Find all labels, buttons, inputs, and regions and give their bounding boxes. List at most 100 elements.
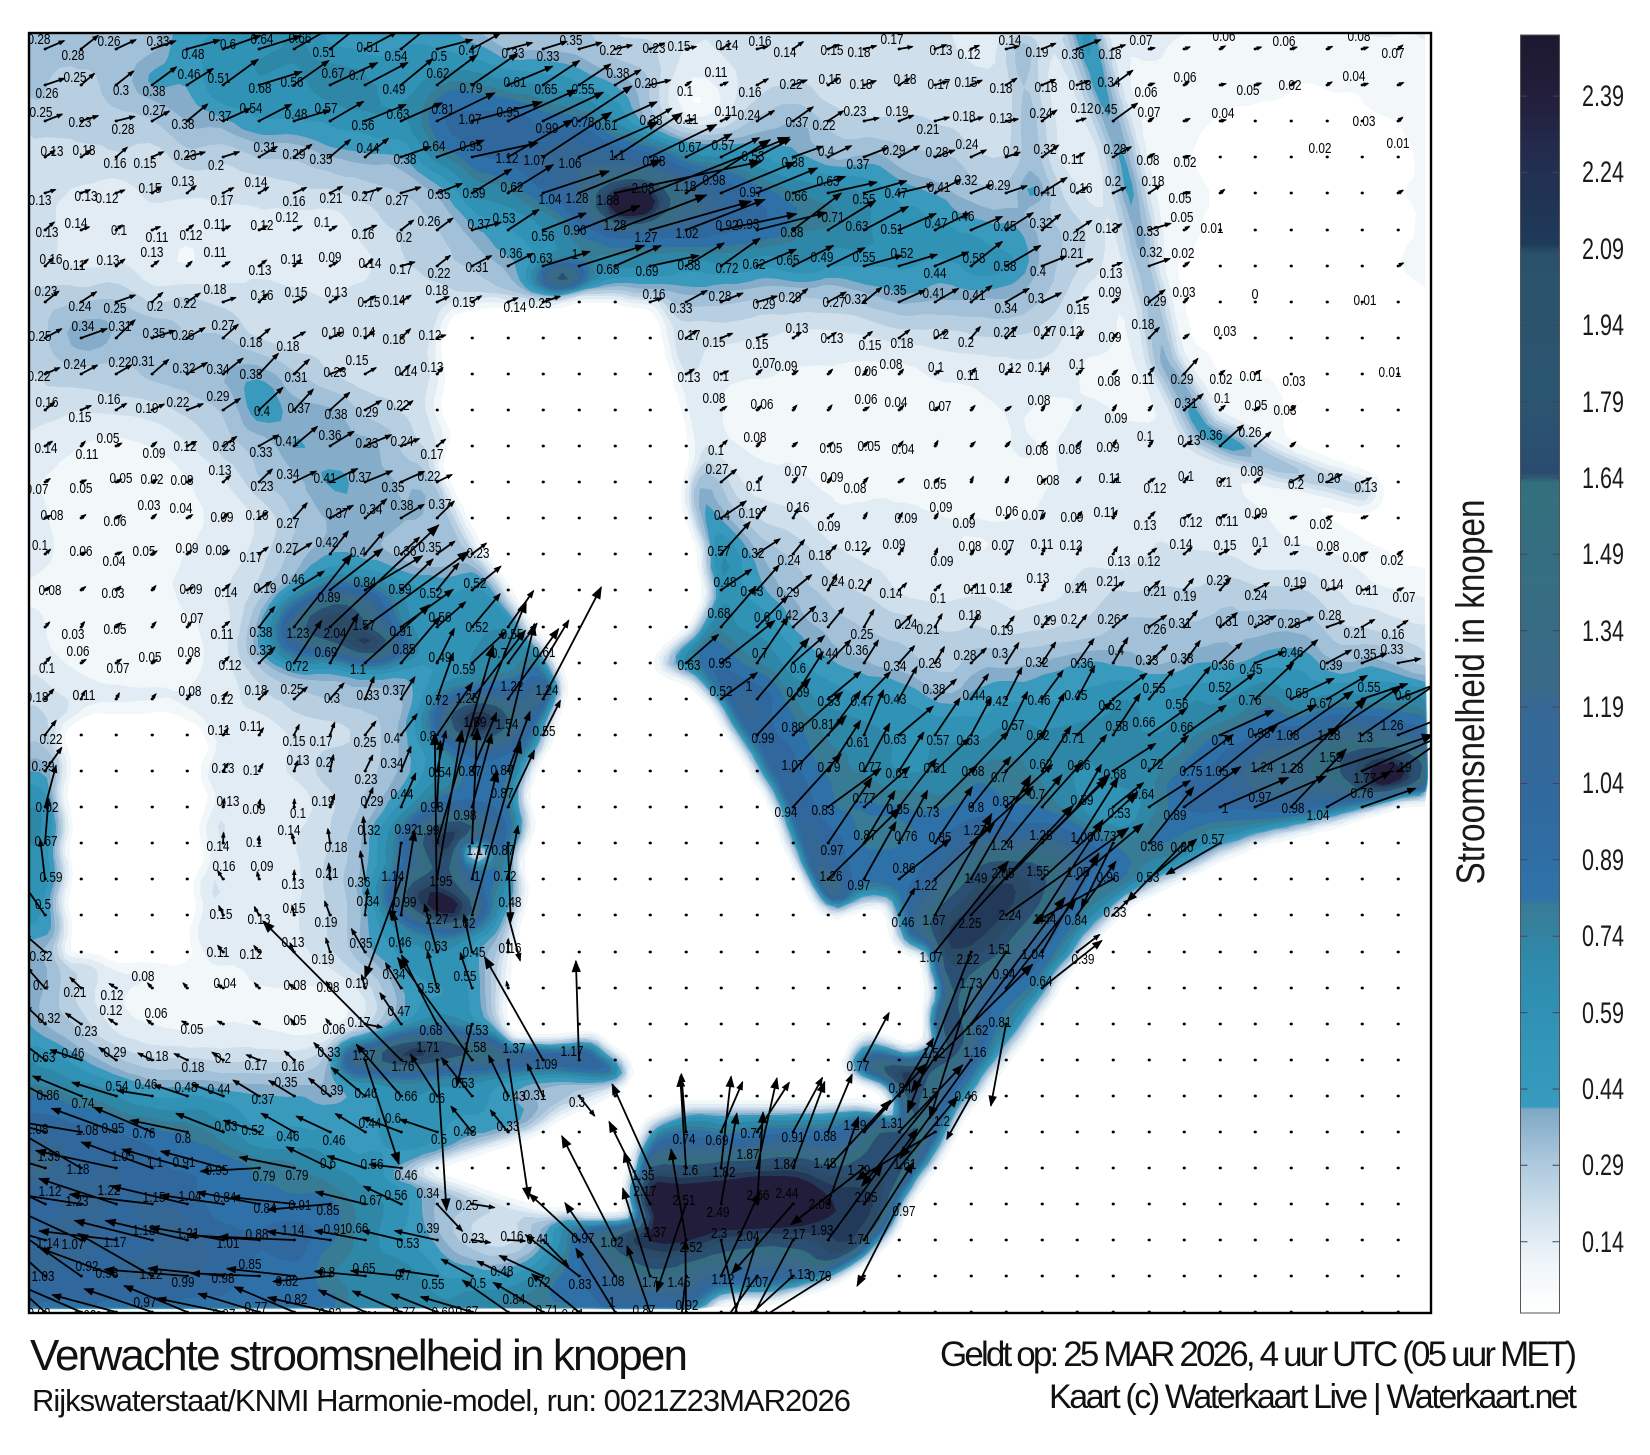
svg-text:0.79: 0.79 <box>460 80 483 97</box>
svg-text:1.17: 1.17 <box>467 842 490 859</box>
svg-text:0.21: 0.21 <box>1144 583 1167 600</box>
svg-text:0.25: 0.25 <box>456 1197 479 1214</box>
svg-text:2.27: 2.27 <box>426 911 449 928</box>
svg-text:1.61: 1.61 <box>894 1156 917 1173</box>
svg-text:0.66: 0.66 <box>1133 714 1156 731</box>
svg-text:0.66: 0.66 <box>289 30 312 47</box>
svg-text:0.29: 0.29 <box>104 1044 127 1061</box>
svg-text:0.16: 0.16 <box>501 1228 524 1245</box>
svg-text:0.09: 0.09 <box>930 499 953 516</box>
svg-text:0.29: 0.29 <box>779 289 802 306</box>
svg-text:0.27: 0.27 <box>823 294 846 311</box>
svg-text:0.09: 0.09 <box>143 445 166 462</box>
svg-text:1.45: 1.45 <box>668 1274 691 1291</box>
svg-text:0.39: 0.39 <box>321 1082 344 1099</box>
svg-text:0.7: 0.7 <box>395 1267 411 1284</box>
svg-text:0.06: 0.06 <box>323 1021 346 1038</box>
svg-text:0.46: 0.46 <box>355 1085 378 1102</box>
svg-text:0.06: 0.06 <box>855 391 878 408</box>
svg-text:0.69: 0.69 <box>432 1304 455 1321</box>
svg-text:0.16: 0.16 <box>283 193 306 210</box>
svg-text:0.33: 0.33 <box>1248 612 1271 629</box>
svg-text:0.04: 0.04 <box>885 394 908 411</box>
svg-text:0.17: 0.17 <box>1034 323 1057 340</box>
svg-text:0.34: 0.34 <box>381 755 404 772</box>
svg-text:0.38: 0.38 <box>640 112 663 129</box>
svg-text:0.13: 0.13 <box>821 330 844 347</box>
svg-text:0.66: 0.66 <box>346 1220 369 1237</box>
svg-text:0.96: 0.96 <box>1097 869 1120 886</box>
svg-text:0.05: 0.05 <box>858 438 881 455</box>
svg-text:0.42: 0.42 <box>776 607 799 624</box>
svg-text:0.24: 0.24 <box>391 433 414 450</box>
svg-text:0.1: 0.1 <box>1214 390 1230 407</box>
svg-text:0.61: 0.61 <box>847 734 870 751</box>
svg-text:0.6: 0.6 <box>790 660 806 677</box>
svg-text:0.19: 0.19 <box>346 975 369 992</box>
svg-text:0.85: 0.85 <box>887 801 910 818</box>
svg-text:1.25: 1.25 <box>456 690 479 707</box>
svg-text:0.19: 0.19 <box>254 580 277 597</box>
svg-text:0.31: 0.31 <box>1169 615 1192 632</box>
svg-text:1.24: 1.24 <box>991 837 1014 854</box>
svg-text:0.32: 0.32 <box>30 948 53 965</box>
svg-text:0.67: 0.67 <box>679 139 702 156</box>
svg-text:0.09: 0.09 <box>176 540 199 557</box>
svg-text:0.11: 0.11 <box>211 626 234 643</box>
svg-text:0.22: 0.22 <box>428 265 451 282</box>
svg-text:0.66: 0.66 <box>785 188 808 205</box>
svg-text:0.42: 0.42 <box>316 534 339 551</box>
svg-text:1.13: 1.13 <box>788 1266 811 1283</box>
svg-text:0.46: 0.46 <box>135 1076 158 1093</box>
svg-text:0.98: 0.98 <box>421 799 444 816</box>
svg-text:0.7: 0.7 <box>491 645 507 662</box>
svg-text:0.13: 0.13 <box>29 192 52 209</box>
svg-text:0.87: 0.87 <box>491 785 514 802</box>
svg-text:0.68: 0.68 <box>962 763 985 780</box>
svg-text:0.39: 0.39 <box>1072 951 1095 968</box>
svg-text:0.2: 0.2 <box>316 754 332 771</box>
svg-text:0.01: 0.01 <box>1379 364 1402 381</box>
svg-text:0.2: 0.2 <box>1003 143 1019 160</box>
svg-text:0.82: 0.82 <box>285 1291 308 1308</box>
svg-text:0.57: 0.57 <box>708 543 731 560</box>
svg-text:0.12: 0.12 <box>1138 553 1161 570</box>
svg-text:0.37: 0.37 <box>288 400 311 417</box>
svg-text:0.46: 0.46 <box>892 914 915 931</box>
svg-text:0.2: 0.2 <box>215 1050 231 1067</box>
svg-text:0.5: 0.5 <box>470 1275 486 1292</box>
svg-text:0.1: 0.1 <box>111 222 127 239</box>
svg-text:0.01: 0.01 <box>1387 135 1410 152</box>
svg-text:0.44: 0.44 <box>359 1115 382 1132</box>
svg-text:0.4: 0.4 <box>384 730 400 747</box>
svg-text:0.24: 0.24 <box>778 552 801 569</box>
svg-text:0.59: 0.59 <box>453 661 476 678</box>
svg-text:0.02: 0.02 <box>1381 552 1404 569</box>
svg-text:0.12: 0.12 <box>419 327 442 344</box>
svg-text:0.07: 0.07 <box>992 537 1015 554</box>
svg-text:0.06: 0.06 <box>1135 84 1158 101</box>
svg-text:0.22: 0.22 <box>40 731 63 748</box>
svg-text:1.02: 1.02 <box>74 1307 97 1324</box>
svg-text:1.58: 1.58 <box>464 1039 487 1056</box>
svg-text:0.97: 0.97 <box>821 842 844 859</box>
svg-text:0.1: 0.1 <box>713 368 729 385</box>
svg-text:0.16: 0.16 <box>282 1058 305 1075</box>
svg-text:0.18: 0.18 <box>894 71 917 88</box>
svg-text:0.22: 0.22 <box>1063 228 1086 245</box>
svg-text:0.15: 0.15 <box>668 38 691 55</box>
svg-text:0.05: 0.05 <box>1237 82 1260 99</box>
svg-text:0.46: 0.46 <box>323 1132 346 1149</box>
svg-text:0.43: 0.43 <box>503 1088 526 1105</box>
svg-text:1.02: 1.02 <box>676 225 699 242</box>
svg-text:0.13: 0.13 <box>678 369 701 386</box>
svg-text:0.54: 0.54 <box>385 48 408 65</box>
svg-text:0.57: 0.57 <box>927 732 950 749</box>
svg-text:0.29: 0.29 <box>361 793 384 810</box>
svg-text:1.37: 1.37 <box>503 1040 526 1057</box>
svg-text:0.02: 0.02 <box>141 471 164 488</box>
svg-text:0.12: 0.12 <box>990 580 1013 597</box>
svg-text:0.12: 0.12 <box>845 538 868 555</box>
svg-text:0.25: 0.25 <box>64 69 87 86</box>
svg-text:0.46: 0.46 <box>178 66 201 83</box>
